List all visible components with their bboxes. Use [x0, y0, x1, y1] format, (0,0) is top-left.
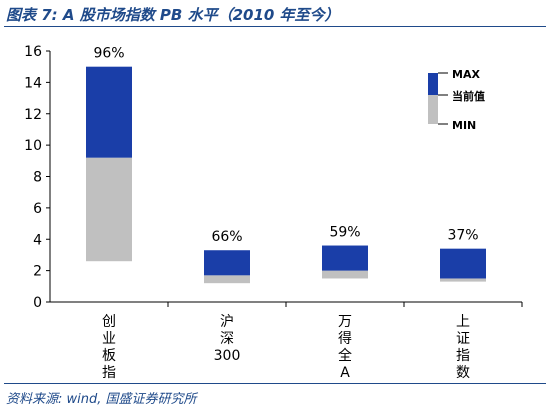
- x-tick-label-part: 指: [102, 365, 116, 381]
- x-tick-label-part: 全: [338, 347, 352, 364]
- x-tick-label-part: 300: [214, 348, 241, 364]
- data-label: 96%: [93, 46, 124, 62]
- x-tick-label-part: A: [340, 365, 350, 381]
- legend-label-min: MIN: [452, 119, 476, 132]
- y-tick-label: 8: [33, 170, 42, 186]
- legend-lower-swatch: [428, 95, 438, 124]
- x-tick-label: 万得全 A: [338, 314, 352, 381]
- y-tick-label: 10: [24, 138, 42, 154]
- x-tick-label-part: 板: [102, 348, 116, 364]
- y-tick-label: 2: [33, 264, 42, 280]
- title-divider: [4, 26, 546, 27]
- legend-label-current: 当前值: [452, 89, 485, 103]
- x-tick-label-part: 万: [338, 314, 352, 330]
- bar-lower-segment: [204, 275, 250, 284]
- y-tick-label: 4: [33, 232, 42, 248]
- data-label: 37%: [447, 228, 478, 244]
- y-tick-label: 0: [33, 295, 42, 311]
- x-tick-label-part: 业: [102, 331, 116, 347]
- x-tick-label-part: 沪: [220, 314, 234, 330]
- x-tick-label: 创业板指: [102, 314, 116, 381]
- data-label: 59%: [329, 225, 360, 241]
- source-divider: [4, 383, 546, 384]
- x-tick-label-part: 证: [456, 331, 470, 347]
- y-tick-label: 6: [33, 201, 42, 217]
- x-tick-label-part: 数: [456, 365, 470, 381]
- bar-upper-segment: [322, 245, 368, 271]
- bar-upper-segment: [204, 250, 250, 276]
- bar-lower-segment: [322, 270, 368, 279]
- legend-upper-swatch: [428, 73, 438, 95]
- x-tick-label-part: 得: [338, 330, 352, 347]
- bar-lower-segment: [440, 278, 486, 282]
- x-tick-label-part: 指: [456, 348, 470, 364]
- x-tick-label-part: 深: [220, 331, 234, 347]
- y-tick-label: 16: [24, 44, 42, 60]
- bar-upper-segment: [86, 66, 132, 158]
- bar-upper-segment: [440, 248, 486, 279]
- data-label: 66%: [211, 229, 242, 245]
- x-tick-label: 沪深 300: [214, 314, 241, 364]
- x-tick-label-part: 创: [102, 314, 116, 330]
- x-tick-label: 上证指数: [456, 314, 470, 381]
- x-tick-label-part: 上: [456, 314, 470, 330]
- source-note: 资料来源: wind, 国盛证券研究所: [6, 392, 197, 407]
- chart-title: 图表 7: A 股市场指数 PB 水平（2010 年至今）: [6, 6, 340, 24]
- bar-lower-segment: [86, 157, 132, 262]
- y-tick-label: 12: [24, 107, 42, 123]
- legend-label-max: MAX: [452, 68, 480, 81]
- y-tick-label: 14: [24, 75, 42, 91]
